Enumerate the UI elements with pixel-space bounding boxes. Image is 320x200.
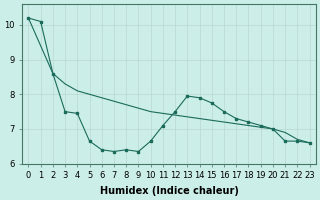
X-axis label: Humidex (Indice chaleur): Humidex (Indice chaleur) <box>100 186 238 196</box>
